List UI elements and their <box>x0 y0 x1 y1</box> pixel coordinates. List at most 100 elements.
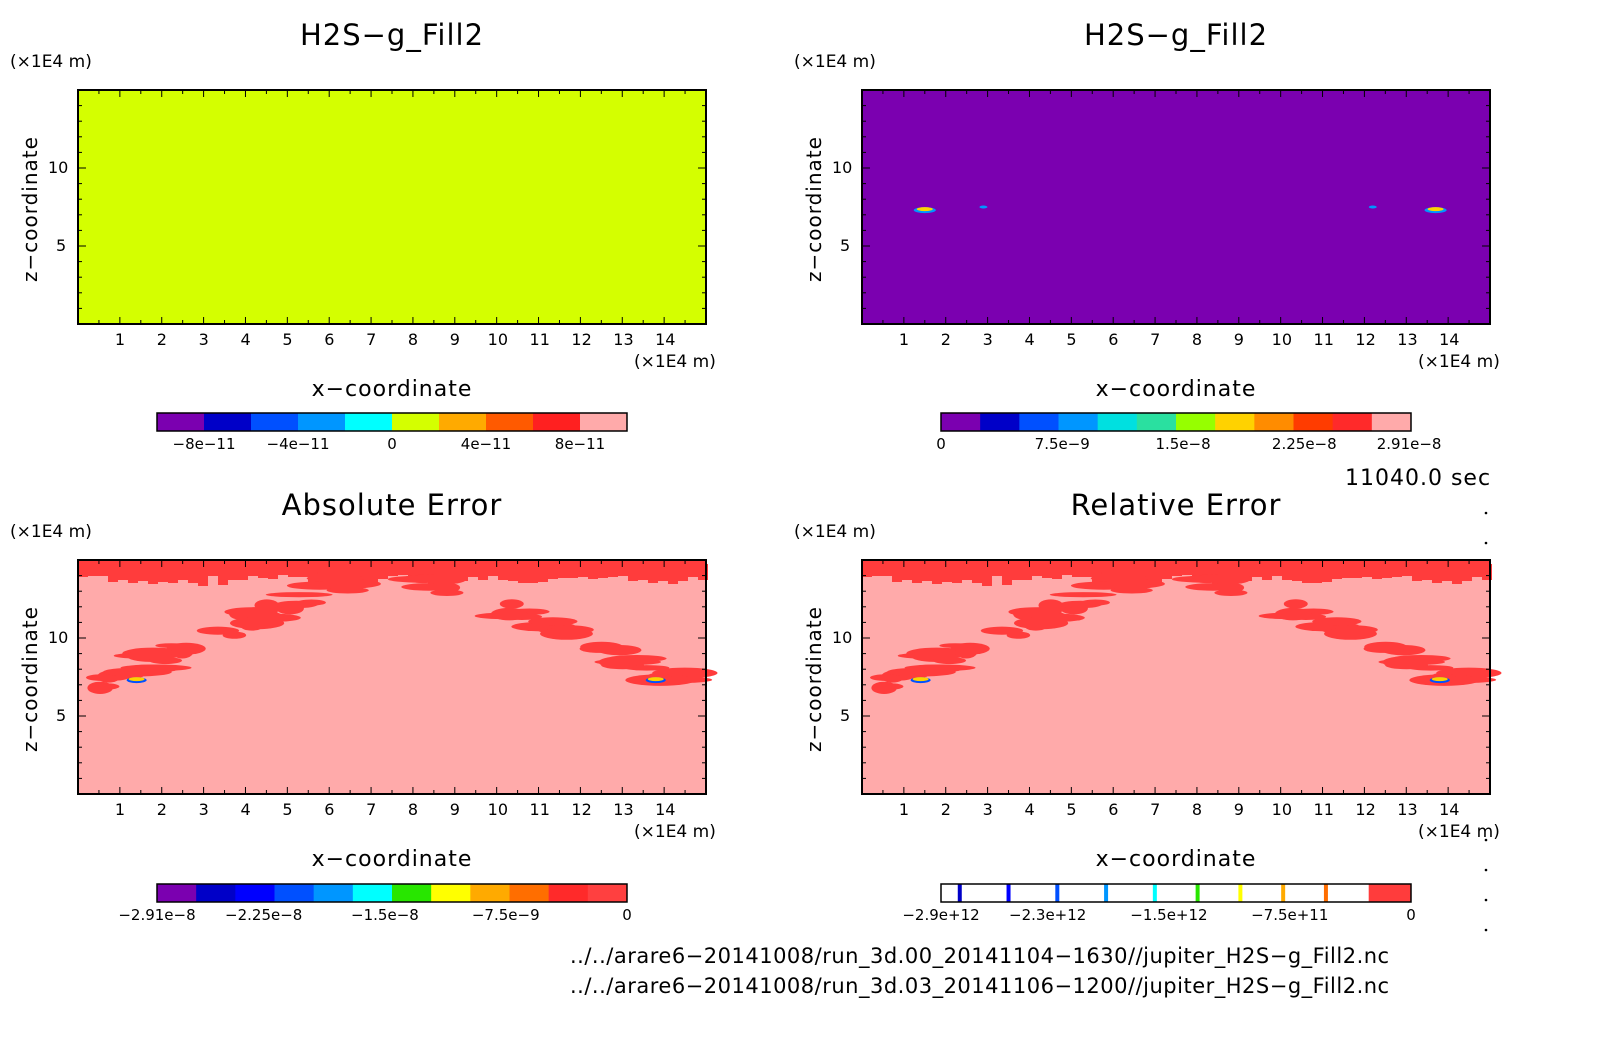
error-blob <box>886 667 956 677</box>
error-patch <box>1242 564 1252 581</box>
colorbar-segment <box>392 884 432 902</box>
panel-title: Absolute Error <box>281 488 503 522</box>
error-patch <box>1032 564 1042 576</box>
x-tick-label: 2 <box>156 330 167 349</box>
x-tick-label: 4 <box>240 330 251 349</box>
error-patch <box>1252 564 1262 577</box>
y-tick-label: 10 <box>48 158 69 177</box>
colorbar-segment <box>470 884 510 902</box>
error-patch <box>1012 564 1022 580</box>
error-patch <box>1192 564 1202 582</box>
y-unit-label: (×1E4 m) <box>794 522 876 542</box>
error-blob <box>1058 600 1102 609</box>
error-patch <box>658 564 668 581</box>
error-patch <box>1432 564 1442 583</box>
colorbar-segment <box>345 413 393 431</box>
error-blob <box>1049 592 1117 598</box>
panel-title: Relative Error <box>1070 488 1282 522</box>
colorbar-tick-label: 0 <box>1406 906 1416 924</box>
error-patch <box>1232 564 1242 575</box>
margin-dot <box>1484 898 1488 902</box>
y-axis-label: z−coordinate <box>802 606 826 752</box>
error-blob <box>499 599 524 609</box>
panel-4 <box>861 559 1502 795</box>
x-tick-label: 12 <box>571 330 592 349</box>
error-blob <box>1378 658 1446 666</box>
error-blob <box>501 613 543 621</box>
error-patch <box>1172 564 1182 576</box>
error-blob <box>528 617 578 626</box>
error-blob <box>155 643 188 648</box>
error-patch <box>862 564 872 577</box>
colorbar-tick-label: 1.5e−8 <box>1155 435 1211 453</box>
y-unit-label: (×1E4 m) <box>794 52 876 72</box>
x-tick-label: 10 <box>1271 800 1293 819</box>
error-patch <box>178 564 188 580</box>
error-blob <box>540 627 593 640</box>
error-patch <box>598 564 608 578</box>
error-patch <box>288 564 298 577</box>
colorbar-segment <box>548 884 589 902</box>
error-patch <box>558 564 568 578</box>
error-patch <box>698 564 708 580</box>
error-patch <box>1322 564 1332 582</box>
error-patch <box>902 564 912 580</box>
colorbar-tick-label: −7.5e−9 <box>471 906 540 924</box>
error-patch <box>278 564 288 575</box>
error-blob <box>265 592 333 598</box>
error-patch <box>478 564 488 580</box>
colorbar-segment <box>1176 413 1216 431</box>
x-tick-label: 5 <box>282 330 293 349</box>
colorbar-segment <box>1368 884 1411 902</box>
x-tick-label: 5 <box>282 800 293 819</box>
error-patch <box>1412 564 1422 581</box>
error-patch <box>932 564 942 584</box>
field-fill <box>78 90 706 324</box>
x-tick-label: 14 <box>1439 330 1460 349</box>
error-patch <box>1372 564 1382 579</box>
colorbar-segment <box>1254 413 1294 431</box>
error-blob <box>1324 627 1377 640</box>
error-patch <box>1112 564 1122 574</box>
colorbar-tick-label: −2.91e−8 <box>118 906 196 924</box>
error-blob <box>1364 641 1407 653</box>
y-unit-label: (×1E4 m) <box>10 52 92 72</box>
colorbar-segment <box>392 413 440 431</box>
x-tick-label: 3 <box>982 800 993 819</box>
error-blob <box>274 600 318 609</box>
error-patch <box>648 564 658 583</box>
error-patch <box>638 564 648 580</box>
error-patch <box>268 564 278 579</box>
colorbar-tick-label: −8e−11 <box>172 435 236 453</box>
x-axis-label: x−coordinate <box>311 847 473 872</box>
feature-mark <box>979 205 988 209</box>
x-unit-label: (×1E4 m) <box>634 352 716 372</box>
error-patch <box>498 564 508 580</box>
colorbar-tick-label: −2.3e+12 <box>1009 906 1087 924</box>
x-tick-label: 11 <box>1313 330 1334 349</box>
error-patch <box>78 564 88 577</box>
error-blob <box>149 657 183 665</box>
x-tick-label: 13 <box>613 330 634 349</box>
colorbar-segment <box>157 413 205 431</box>
colorbar-tick-label: −2.25e−8 <box>225 906 303 924</box>
colorbar-segment <box>1136 413 1177 431</box>
error-blob <box>351 564 387 572</box>
x-unit-label: (×1E4 m) <box>1418 822 1500 842</box>
colorbar-segment <box>1019 413 1059 431</box>
colorbar-frame <box>940 883 1412 903</box>
error-blob <box>244 606 294 612</box>
error-blob <box>102 667 172 677</box>
error-patch <box>578 564 588 577</box>
colorbar-segment <box>298 413 346 431</box>
colorbar-segment <box>1293 413 1334 431</box>
error-patch <box>128 564 138 583</box>
error-patch <box>308 564 318 585</box>
error-patch <box>1422 564 1432 580</box>
colorbar-segment <box>431 884 471 902</box>
error-patch <box>1272 564 1282 576</box>
error-patch <box>1392 564 1402 577</box>
x-tick-label: 13 <box>1397 800 1418 819</box>
error-patch <box>418 564 428 576</box>
